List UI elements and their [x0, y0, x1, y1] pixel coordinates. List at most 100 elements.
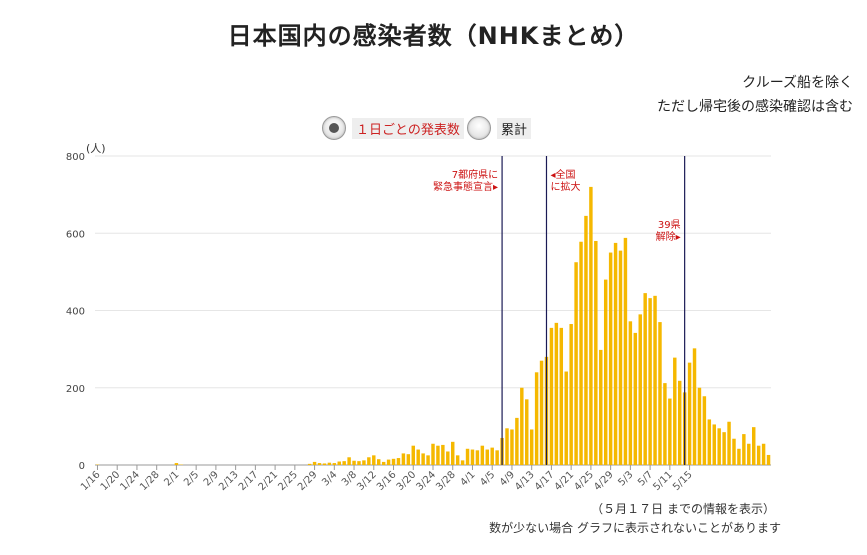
bar-day-59	[386, 459, 391, 465]
bar-day-85	[515, 417, 519, 465]
radio-selected-dot	[329, 123, 339, 133]
bar-day-78	[480, 445, 485, 465]
bar-day-63	[406, 454, 411, 465]
x-tick-label-5/15: 5/15	[671, 469, 695, 493]
daily-radio-label[interactable]: １日ごとの発表数	[352, 117, 464, 139]
x-tick-label-2/17: 2/17	[237, 469, 261, 493]
x-tick-label-1/16: 1/16	[79, 469, 103, 493]
x-tick-label-5/3: 5/3	[616, 469, 635, 488]
bar-day-44	[312, 461, 317, 465]
x-tick-label-5/11: 5/11	[651, 469, 675, 493]
bar-day-133	[752, 427, 756, 465]
event-label-5/14-1: 解除▸	[656, 230, 681, 243]
bar-day-125	[712, 424, 716, 465]
bar-day-104	[608, 252, 613, 465]
bar-day-135	[761, 443, 766, 465]
bar-day-55	[367, 457, 371, 465]
y-tick-label-400: 400	[66, 307, 85, 318]
note-home-confirmations: ただし帰宅後の感染確認は含む	[657, 99, 853, 115]
bar-day-124	[707, 419, 712, 465]
bar-day-118	[677, 380, 682, 465]
bar-day-72	[451, 441, 455, 465]
y-tick-label-600: 600	[66, 229, 85, 240]
x-axis: 1/161/201/241/28 2/1 2/5 2/92/132/172/212/2…	[79, 465, 695, 493]
bar-day-66	[421, 453, 425, 465]
bar-day-134	[756, 445, 761, 465]
bar-day-96	[569, 324, 573, 465]
bar-day-106	[618, 250, 623, 465]
y-axis-unit-label: (人)	[86, 142, 106, 155]
bar-day-126	[717, 428, 721, 465]
bar-day-84	[510, 429, 514, 465]
bar-day-107	[623, 237, 628, 465]
bar-day-136	[766, 454, 771, 465]
bar-day-128	[727, 421, 731, 465]
bar-day-60	[391, 458, 396, 465]
x-tick-label-3/28: 3/28	[434, 469, 458, 493]
x-tick-label-2/29: 2/29	[296, 469, 320, 493]
cumulative-radio-label[interactable]: 累計	[497, 117, 532, 139]
x-tick-label-2/21: 2/21	[257, 469, 281, 493]
bar-day-117	[673, 357, 677, 465]
bar-day-16	[174, 463, 179, 465]
daily-toggle[interactable]: １日ごとの発表数	[322, 116, 464, 140]
y-axis-ticks: 0 200 400 600 800	[66, 152, 85, 472]
data-cutoff-note: （５月１７日 までの情報を表示）	[591, 502, 775, 516]
bar-day-73	[455, 455, 460, 465]
chart-bars	[95, 186, 771, 465]
x-tick-label-4/13: 4/13	[513, 469, 537, 493]
x-tick-label-2/1: 2/1	[162, 469, 181, 488]
bar-day-105	[613, 242, 618, 465]
bar-day-102	[599, 349, 603, 465]
cumulative-toggle[interactable]: 累計	[467, 116, 532, 140]
bar-day-111	[643, 293, 647, 465]
bar-day-89	[534, 372, 539, 465]
bar-day-69	[436, 445, 440, 465]
bar-day-45	[317, 463, 322, 465]
x-tick-label-1/20: 1/20	[99, 469, 123, 493]
bar-day-101	[594, 240, 598, 465]
cumulative-radio-button[interactable]	[467, 116, 491, 140]
bar-day-62	[401, 453, 406, 465]
x-tick-label-4/5: 4/5	[478, 469, 497, 488]
page-title: 日本国内の感染者数（NHKまとめ）	[227, 22, 640, 50]
small-values-note: 数が少ない場合 グラフに表示されないことがあります	[489, 521, 781, 535]
bar-day-97	[574, 262, 578, 465]
bar-day-56	[372, 455, 376, 465]
x-tick-label-3/12: 3/12	[355, 469, 379, 493]
bar-day-71	[446, 451, 450, 465]
y-tick-label-0: 0	[79, 461, 85, 472]
bar-day-109	[633, 332, 638, 465]
x-tick-label-3/16: 3/16	[375, 469, 399, 493]
bar-day-57	[376, 459, 381, 465]
bar-day-114	[658, 322, 662, 465]
bar-day-115	[663, 383, 667, 465]
y-tick-label-800: 800	[66, 152, 85, 163]
bar-day-108	[628, 321, 633, 465]
bar-day-113	[653, 295, 657, 465]
bar-day-70	[441, 444, 445, 465]
daily-radio-button[interactable]	[322, 116, 346, 140]
bar-day-64	[411, 445, 415, 465]
bar-day-74	[460, 460, 465, 465]
bar-day-132	[747, 443, 751, 465]
note-cruise-excluded: クルーズ船を除く	[742, 75, 853, 91]
bar-day-54	[362, 460, 366, 465]
bar-day-52	[352, 460, 356, 465]
bar-day-112	[648, 298, 652, 465]
bar-day-98	[579, 241, 583, 465]
bar-day-67	[426, 455, 430, 465]
bar-day-51	[347, 457, 351, 465]
bar-day-81	[495, 450, 499, 465]
event-label-5/14-0: 39県	[658, 219, 681, 231]
event-label-4/16-1: に拡大	[550, 180, 580, 193]
bar-day-123	[702, 396, 707, 465]
bar-day-100	[589, 186, 593, 465]
x-tick-label-2/25: 2/25	[276, 469, 300, 493]
x-tick-label-4/1: 4/1	[458, 469, 477, 488]
bar-day-116	[668, 398, 672, 465]
bar-day-121	[692, 348, 697, 465]
bar-day-77	[475, 450, 480, 465]
